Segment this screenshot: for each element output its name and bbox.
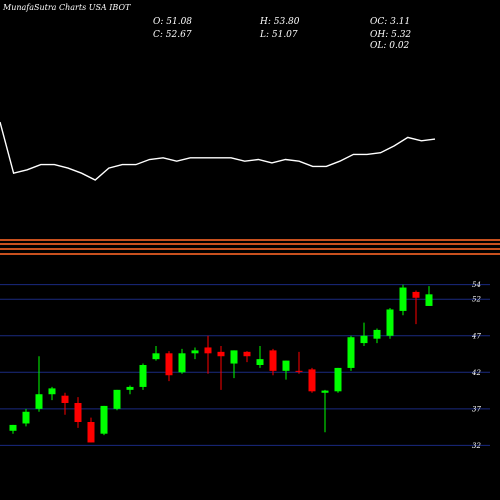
y-tick-label: 42 (471, 369, 481, 377)
candle (295, 351, 303, 374)
candlestick-panel (9, 284, 433, 443)
candle-body (74, 403, 82, 422)
candle-body (347, 337, 355, 368)
candle-body (412, 291, 420, 298)
high-label: H: 53.80 (259, 17, 300, 27)
candle (373, 328, 381, 344)
candle-body (217, 351, 225, 357)
y-tick-label: 52 (472, 296, 481, 304)
oc-label: OC: 3.11 (370, 17, 410, 27)
candle-body (113, 389, 121, 409)
candle (243, 351, 251, 363)
candle-body (360, 335, 368, 344)
candle-body (87, 422, 95, 443)
candle (165, 351, 173, 382)
candle (217, 346, 225, 390)
candle (22, 408, 30, 427)
candle-body (386, 309, 394, 336)
candle (347, 335, 355, 371)
candle-body (321, 390, 329, 393)
separator-bands (0, 239, 500, 255)
candle-body (373, 329, 381, 339)
y-tick-label: 37 (472, 405, 481, 413)
candle-body (9, 424, 17, 431)
brand-title: MunafaSutra Charts USA IBOT (2, 3, 131, 12)
candle (178, 348, 186, 374)
candle (87, 417, 95, 443)
candle-body (22, 411, 30, 424)
candle (399, 284, 407, 316)
candle-body (35, 394, 43, 409)
candle-body (100, 405, 108, 434)
candle-body (334, 367, 342, 392)
candle (152, 346, 160, 361)
candle-body (399, 287, 407, 311)
y-tick-label: 32 (472, 442, 481, 450)
candle-body (178, 353, 186, 373)
separator-band (0, 239, 500, 241)
y-tick-label: 47 (471, 332, 481, 340)
low-label: L: 51.07 (259, 30, 298, 40)
separator-band (0, 248, 500, 250)
candle (100, 405, 108, 436)
candle-body (204, 347, 212, 354)
candle-body (295, 370, 303, 372)
candle (334, 367, 342, 393)
candle (35, 356, 43, 412)
candle (386, 308, 394, 339)
candle-body (308, 369, 316, 392)
candle-body (256, 359, 264, 365)
candle (74, 397, 82, 428)
candle-body (165, 353, 173, 376)
candle (308, 367, 316, 393)
candle-body (269, 350, 277, 371)
candle (425, 286, 433, 307)
candle (269, 348, 277, 376)
candle (9, 424, 17, 434)
candle (126, 385, 134, 395)
candle (412, 290, 420, 325)
separator-band (0, 253, 500, 255)
candle (282, 360, 290, 380)
candle (61, 392, 69, 415)
ol-label: OL: 0.02 (370, 41, 410, 51)
candle (360, 322, 368, 346)
candle-body (152, 353, 160, 360)
candle-body (282, 360, 290, 371)
candle-body (48, 388, 56, 395)
candle-body (126, 386, 134, 390)
candle-body (191, 350, 199, 354)
candle-body (61, 395, 69, 403)
candle (204, 335, 212, 374)
close-label: C: 52.67 (153, 30, 192, 40)
open-label: O: 51.08 (153, 17, 192, 27)
candle (321, 389, 329, 433)
candle-body (139, 365, 147, 387)
candle (256, 346, 264, 368)
candle (139, 363, 147, 390)
separator-band (0, 243, 500, 245)
candle (113, 389, 121, 411)
candle-body (230, 350, 238, 364)
y-tick-label: 54 (472, 281, 481, 289)
price-line-panel (0, 121, 436, 181)
candle-body (243, 351, 251, 357)
candle-body (425, 294, 433, 306)
candle (48, 386, 56, 401)
oh-label: OH: 5.32 (370, 30, 411, 40)
price-grid: 32 37 42 47 52 54 (0, 281, 490, 450)
price-line (0, 121, 436, 181)
candle (191, 347, 199, 360)
candle (230, 350, 238, 379)
